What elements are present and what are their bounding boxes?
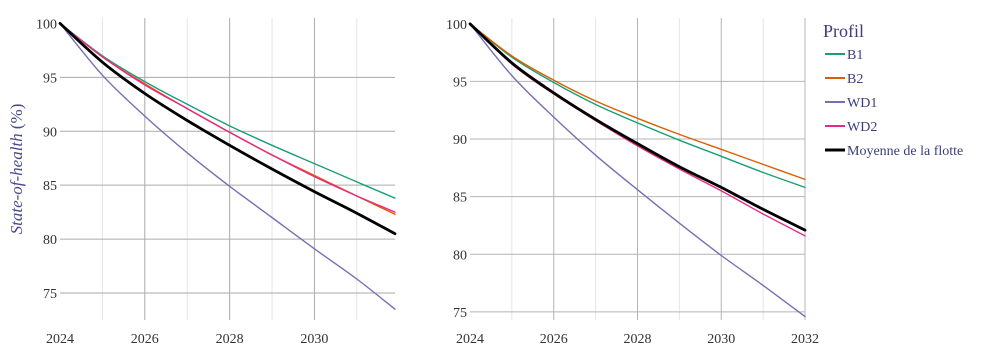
right-chart-panel: 2024 2026 2028 2030 2032 75 80 85 90 95 100 (446, 18, 819, 347)
y-tick-label: 100 (36, 17, 57, 32)
y-tick-label: 95 (453, 75, 467, 90)
legend: Profil B1 B2 WD1 WD2 Moyenne de la flotte (823, 21, 963, 159)
series-line-b2 (469, 23, 806, 181)
y-axis-label: State-of-health (%) (7, 104, 26, 235)
x-tick-label: 2026 (540, 332, 568, 347)
y-tick-label: 75 (453, 306, 467, 321)
y-tick-label: 85 (453, 191, 467, 206)
y-tick-label: 80 (43, 233, 57, 248)
y-tick-label: 85 (43, 179, 57, 194)
legend-label-wd1: WD1 (847, 96, 877, 111)
series-line-b1 (469, 23, 806, 189)
y-tick-label: 80 (453, 248, 467, 263)
y-tick-label: 100 (446, 18, 467, 33)
x-tick-label: 2028 (216, 332, 244, 347)
legend-title: Profil (823, 21, 864, 41)
series-line-wd2 (59, 22, 396, 213)
y-tick-label: 90 (43, 125, 57, 140)
x-tick-label: 2030 (300, 332, 328, 347)
x-tick-label: 2024 (456, 332, 484, 347)
x-tick-label: 2030 (707, 332, 735, 347)
left-chart-panel: 2024 2026 2028 2030 75 80 85 90 95 100 State-of-he… (7, 17, 397, 347)
y-tick-label: 75 (43, 287, 57, 302)
legend-label-b2: B2 (847, 72, 863, 87)
series-line-moyenne-de-la-flotte (468, 22, 807, 232)
y-tick-label: 90 (453, 133, 467, 148)
x-tick-label: 2026 (131, 332, 159, 347)
series-line-wd1 (59, 22, 396, 310)
x-tick-label: 2024 (46, 332, 74, 347)
series-line-b1 (59, 22, 396, 199)
legend-label-b1: B1 (847, 48, 863, 63)
x-tick-label: 2028 (624, 332, 652, 347)
series-line-wd1 (469, 23, 806, 318)
legend-label-moyenne-de-la-flotte: Moyenne de la flotte (847, 144, 963, 159)
legend-label-wd2: WD2 (847, 120, 877, 135)
y-tick-label: 95 (43, 71, 57, 86)
series-line-moyenne-de-la-flotte (58, 22, 397, 236)
x-tick-label: 2032 (791, 332, 819, 347)
